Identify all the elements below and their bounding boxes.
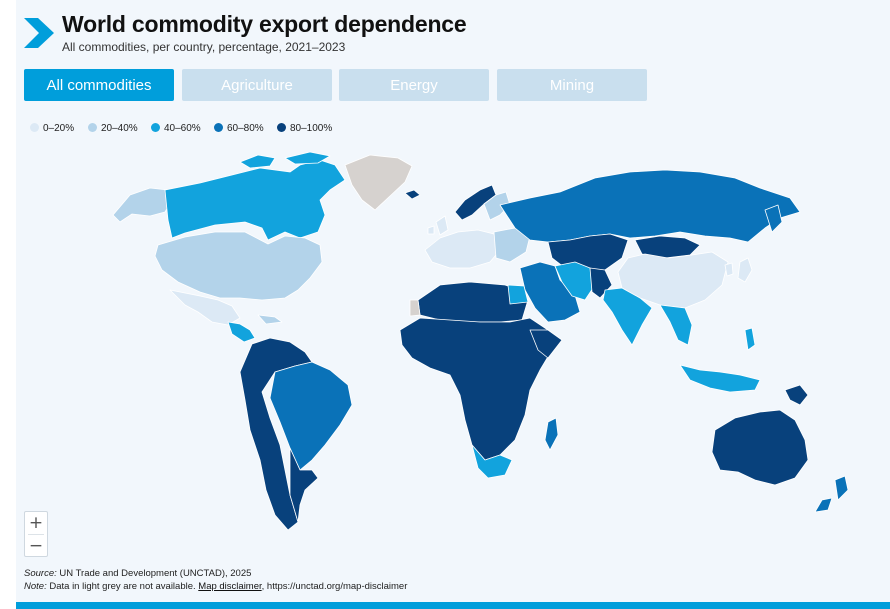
note-line: Note: Data in light grey are not availab…: [24, 580, 407, 593]
legend-item: 80–100%: [277, 123, 332, 134]
region-canada[interactable]: [164, 159, 346, 241]
region-mexico[interactable]: [169, 289, 241, 326]
zoom-controls: + −: [24, 511, 48, 557]
source-text: UN Trade and Development (UNCTAD), 2025: [56, 568, 252, 579]
tab-mining[interactable]: Mining: [497, 69, 647, 101]
region-philippines[interactable]: [744, 327, 756, 351]
region-korea[interactable]: [724, 262, 734, 277]
region-southern-africa[interactable]: [471, 444, 513, 479]
region-southeast-asia[interactable]: [659, 304, 693, 346]
map-footer: Source: UN Trade and Development (UNCTAD…: [24, 567, 407, 593]
region-uk-ireland[interactable]: [427, 215, 449, 236]
region-alaska[interactable]: [112, 187, 173, 223]
tab-energy[interactable]: Energy: [339, 69, 489, 101]
zoom-in-button[interactable]: +: [25, 512, 47, 534]
region-australia[interactable]: [711, 409, 809, 486]
region-madagascar[interactable]: [544, 417, 559, 451]
legend-item: 60–80%: [214, 123, 264, 134]
region-southern-south-america[interactable]: [289, 447, 319, 523]
legend-item: 0–20%: [30, 123, 74, 134]
region-canada-islands[interactable]: [239, 151, 331, 169]
bottom-accent-bar: [16, 602, 890, 609]
disclaimer-url: , https://unctad.org/map-disclaimer: [261, 581, 408, 592]
legend-label: 60–80%: [227, 123, 264, 134]
legend-swatch: [151, 123, 160, 132]
region-kamchatka[interactable]: [764, 204, 783, 233]
legend-swatch: [214, 123, 223, 132]
tab-all-commodities[interactable]: All commodities: [24, 69, 174, 101]
region-indonesia[interactable]: [679, 364, 761, 393]
page-title: World commodity export dependence: [62, 11, 467, 37]
region-western-europe[interactable]: [424, 229, 501, 269]
legend-swatch: [30, 123, 39, 132]
legend-label: 80–100%: [290, 123, 333, 134]
region-united-states[interactable]: [154, 231, 323, 301]
legend-item: 40–60%: [151, 123, 201, 134]
legend-item: 20–40%: [88, 123, 138, 134]
chevron-right-icon: [24, 18, 54, 48]
zoom-out-button[interactable]: −: [25, 535, 47, 557]
note-text: Data in light grey are not available.: [46, 581, 199, 592]
legend-label: 20–40%: [101, 123, 138, 134]
source-prefix: Source:: [24, 568, 57, 579]
note-prefix: Note:: [24, 581, 47, 592]
region-greenland[interactable]: [344, 154, 413, 211]
map-disclaimer-link[interactable]: Map disclaimer: [198, 581, 262, 592]
region-iran[interactable]: [554, 261, 596, 301]
legend-swatch: [88, 123, 97, 132]
region-papua-new-guinea[interactable]: [784, 384, 809, 406]
page-subtitle: All commodities, per country, percentage…: [62, 40, 346, 54]
region-brazil[interactable]: [269, 361, 353, 471]
zoom-separator: [28, 534, 44, 535]
region-western-sahara[interactable]: [409, 299, 421, 317]
region-west-central-africa[interactable]: [399, 317, 553, 461]
legend-label: 40–60%: [164, 123, 201, 134]
tab-agriculture[interactable]: Agriculture: [182, 69, 332, 101]
region-india[interactable]: [602, 287, 653, 346]
region-japan[interactable]: [737, 257, 753, 283]
world-map[interactable]: [100, 148, 860, 548]
region-new-zealand[interactable]: [814, 475, 849, 513]
source-line: Source: UN Trade and Development (UNCTAD…: [24, 567, 407, 580]
region-horn-of-africa[interactable]: [529, 329, 563, 359]
region-northern-south-america[interactable]: [239, 337, 313, 531]
legend-swatch: [277, 123, 286, 132]
region-middle-east[interactable]: [519, 261, 581, 323]
region-russia[interactable]: [499, 169, 801, 243]
region-central-america[interactable]: [227, 321, 256, 343]
region-caribbean[interactable]: [257, 314, 283, 325]
region-egypt[interactable]: [507, 284, 529, 305]
region-iceland[interactable]: [404, 189, 421, 200]
legend-label: 0–20%: [43, 123, 75, 134]
